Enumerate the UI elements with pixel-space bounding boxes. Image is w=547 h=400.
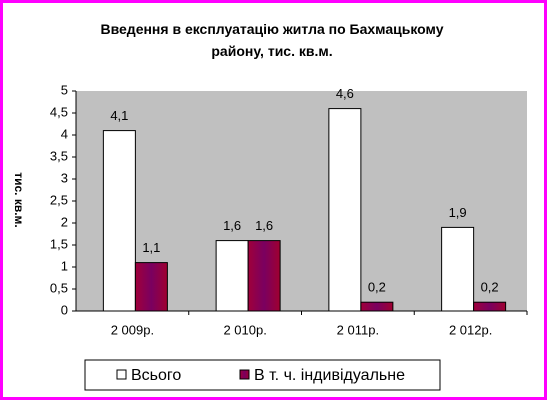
y-tick-label: 3 bbox=[61, 170, 68, 185]
x-tick-label: 2 012р. bbox=[449, 322, 492, 337]
y-tick-label: 0,5 bbox=[50, 280, 68, 295]
y-tick-label: 2,5 bbox=[50, 192, 68, 207]
legend-swatch bbox=[116, 369, 127, 380]
x-tick-label: 2 009р. bbox=[111, 322, 154, 337]
value-label: 4,1 bbox=[110, 108, 128, 123]
y-tick-label: 4,5 bbox=[50, 104, 68, 119]
y-tick-label: 1,5 bbox=[50, 236, 68, 251]
legend-label: Всього bbox=[131, 367, 181, 384]
chart-title: Введення в експлуатацію житла по Бахмаць… bbox=[100, 21, 443, 59]
value-label: 1,9 bbox=[449, 205, 467, 220]
bar bbox=[360, 301, 394, 312]
y-axis-label: тис. кв.м. bbox=[12, 172, 26, 228]
x-tick-label: 2 010р. bbox=[223, 322, 266, 337]
value-label: 4,6 bbox=[336, 86, 354, 101]
legend-label: В т. ч. індивідуальне bbox=[254, 367, 405, 384]
bar bbox=[102, 130, 136, 312]
value-label: 1,1 bbox=[142, 240, 160, 255]
bar bbox=[134, 262, 168, 312]
y-tick-label: 1 bbox=[61, 258, 68, 273]
y-tick-label: 3,5 bbox=[50, 148, 68, 163]
value-label: 1,6 bbox=[223, 218, 241, 233]
y-tick-label: 5 bbox=[61, 82, 68, 97]
bar bbox=[328, 108, 362, 312]
bar bbox=[473, 301, 507, 312]
value-label: 0,2 bbox=[481, 280, 499, 295]
bar bbox=[215, 240, 249, 312]
value-label: 0,2 bbox=[368, 280, 386, 295]
x-tick-label: 2 011р. bbox=[337, 322, 379, 337]
bar bbox=[247, 240, 281, 312]
y-tick-label: 4 bbox=[61, 126, 68, 141]
legend-swatch bbox=[239, 369, 250, 380]
y-tick-label: 2 bbox=[61, 214, 68, 229]
value-label: 1,6 bbox=[255, 218, 273, 233]
bar bbox=[441, 226, 475, 312]
y-tick-label: 0 bbox=[61, 302, 68, 317]
legend-box bbox=[84, 359, 441, 391]
